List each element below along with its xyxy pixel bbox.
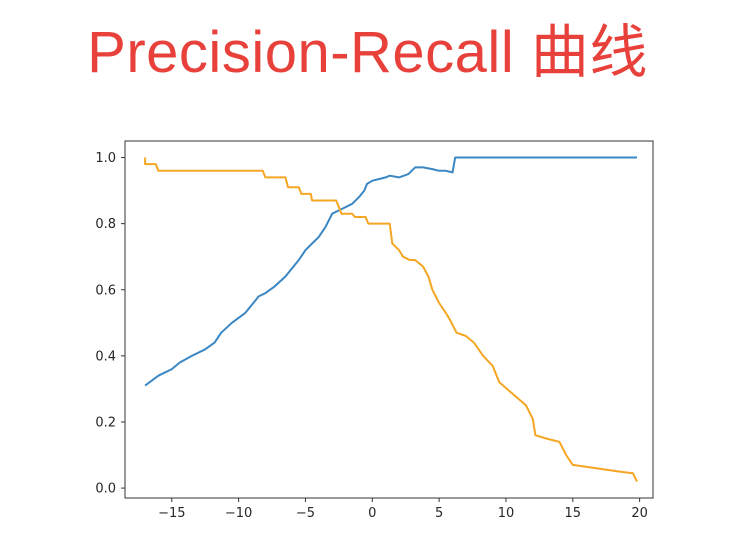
x-tick-label: 5 [435,506,443,521]
page-title: Precision-Recall 曲线 [87,20,648,85]
y-tick-label: 0.0 [95,482,116,497]
y-tick-label: 0.2 [95,415,116,430]
y-tick-label: 0.8 [95,217,116,232]
x-tick-label: 20 [631,506,648,521]
x-tick-label: 0 [368,506,376,521]
y-axis: 0.0 0.2 0.4 0.6 0.8 1.0 [95,151,125,497]
x-tick-label: 10 [498,506,515,521]
y-tick-label: 1.0 [95,151,116,166]
x-tick-label: −5 [296,506,315,521]
series-line-1 [144,157,638,482]
series-line-0 [144,156,637,387]
series-layer [144,156,638,482]
y-tick-label: 0.6 [95,283,116,298]
x-axis: −15 −10 −5 0 5 10 15 20 [158,498,648,521]
x-tick-label: 15 [565,506,582,521]
x-tick-label: −10 [225,506,252,521]
plot-frame [124,140,654,499]
y-tick-label: 0.4 [95,349,116,364]
x-tick-label: −15 [158,506,185,521]
